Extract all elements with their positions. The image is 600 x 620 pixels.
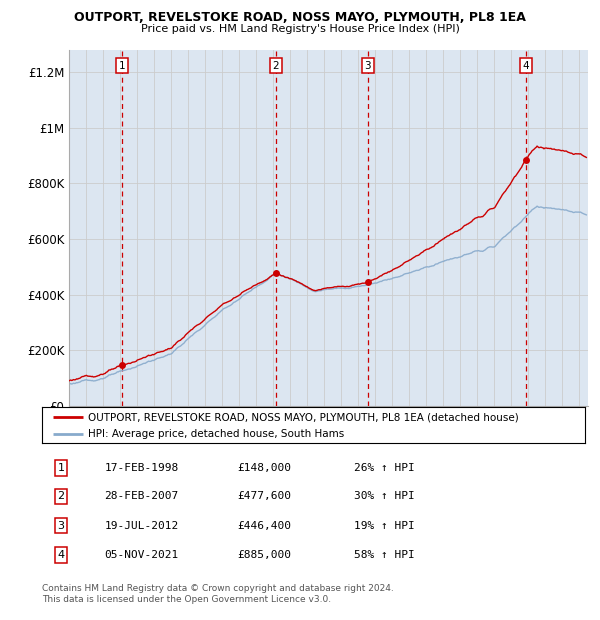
Text: 58% ↑ HPI: 58% ↑ HPI (354, 550, 415, 560)
Text: 05-NOV-2021: 05-NOV-2021 (104, 550, 179, 560)
Text: 2: 2 (58, 492, 65, 502)
Text: 1: 1 (119, 61, 125, 71)
Text: 4: 4 (58, 550, 65, 560)
Text: This data is licensed under the Open Government Licence v3.0.: This data is licensed under the Open Gov… (42, 595, 331, 604)
Text: 17-FEB-1998: 17-FEB-1998 (104, 463, 179, 472)
Text: Contains HM Land Registry data © Crown copyright and database right 2024.: Contains HM Land Registry data © Crown c… (42, 584, 394, 593)
Text: £885,000: £885,000 (238, 550, 292, 560)
Text: 3: 3 (364, 61, 371, 71)
Text: OUTPORT, REVELSTOKE ROAD, NOSS MAYO, PLYMOUTH, PL8 1EA (detached house): OUTPORT, REVELSTOKE ROAD, NOSS MAYO, PLY… (88, 412, 519, 422)
Text: 28-FEB-2007: 28-FEB-2007 (104, 492, 179, 502)
Text: 2: 2 (272, 61, 279, 71)
Text: 26% ↑ HPI: 26% ↑ HPI (354, 463, 415, 472)
Text: £148,000: £148,000 (238, 463, 292, 472)
Text: HPI: Average price, detached house, South Hams: HPI: Average price, detached house, Sout… (88, 428, 344, 438)
Text: 19-JUL-2012: 19-JUL-2012 (104, 521, 179, 531)
Text: 1: 1 (58, 463, 65, 472)
Text: £446,400: £446,400 (238, 521, 292, 531)
Text: Price paid vs. HM Land Registry's House Price Index (HPI): Price paid vs. HM Land Registry's House … (140, 24, 460, 33)
Text: £477,600: £477,600 (238, 492, 292, 502)
Text: 4: 4 (523, 61, 529, 71)
Text: 19% ↑ HPI: 19% ↑ HPI (354, 521, 415, 531)
Text: OUTPORT, REVELSTOKE ROAD, NOSS MAYO, PLYMOUTH, PL8 1EA: OUTPORT, REVELSTOKE ROAD, NOSS MAYO, PLY… (74, 11, 526, 24)
Text: 30% ↑ HPI: 30% ↑ HPI (354, 492, 415, 502)
Text: 3: 3 (58, 521, 65, 531)
